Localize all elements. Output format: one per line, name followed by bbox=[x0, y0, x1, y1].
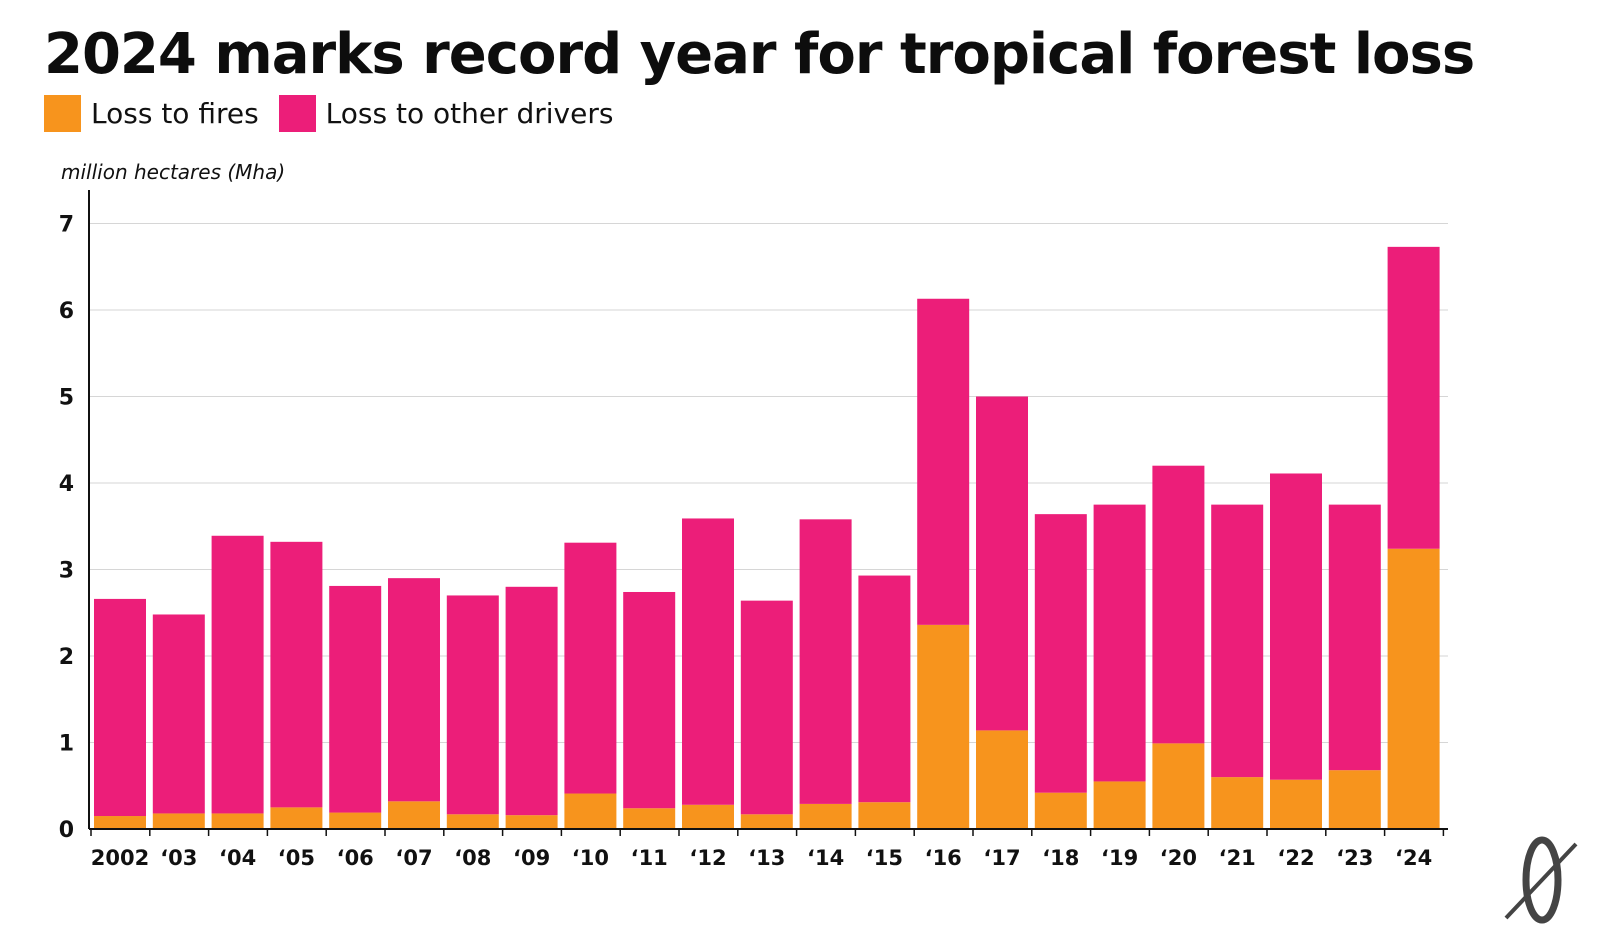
bar-segment-other-drivers bbox=[917, 298, 970, 625]
y-tick-label: 1 bbox=[59, 732, 74, 757]
x-tick-label: ‘22 bbox=[1277, 846, 1314, 870]
chart-title: 2024 marks record year for tropical fore… bbox=[44, 22, 1475, 87]
bar-segment-other-drivers bbox=[799, 519, 852, 804]
x-tick-label: ‘10 bbox=[572, 846, 609, 870]
bar-segment-other-drivers bbox=[858, 575, 911, 803]
x-tick-label: ‘17 bbox=[983, 846, 1020, 870]
bar-segment-fires bbox=[1152, 743, 1205, 829]
bar-segment-fires bbox=[152, 813, 205, 829]
bar-segment-fires bbox=[623, 808, 676, 829]
bar-segment-other-drivers bbox=[1034, 514, 1087, 793]
x-tick-label: ‘13 bbox=[748, 846, 785, 870]
x-tick-label: ‘08 bbox=[454, 846, 491, 870]
bar-segment-other-drivers bbox=[1328, 504, 1381, 771]
bar-segment-fires bbox=[505, 815, 558, 829]
bar-segment-other-drivers bbox=[94, 598, 146, 817]
legend-label-other-drivers: Loss to other drivers bbox=[325, 97, 614, 130]
x-tick-label: ‘11 bbox=[631, 846, 668, 870]
bar-segment-fires bbox=[1093, 781, 1146, 829]
bar-segment-other-drivers bbox=[623, 591, 676, 809]
bar-segment-fires bbox=[682, 804, 734, 829]
bar-segment-fires bbox=[1034, 792, 1087, 829]
bar-segment-fires bbox=[1211, 777, 1264, 829]
bar-segment-other-drivers bbox=[388, 578, 440, 802]
x-tick-label: ‘24 bbox=[1395, 846, 1432, 870]
bar-segment-other-drivers bbox=[1211, 504, 1264, 778]
x-tick-label: ‘21 bbox=[1219, 846, 1256, 870]
chart-legend: Loss to fires Loss to other drivers bbox=[44, 95, 633, 132]
legend-item-other-drivers: Loss to other drivers bbox=[278, 95, 614, 132]
x-tick-label: ‘05 bbox=[278, 846, 315, 870]
bar-segment-other-drivers bbox=[1152, 465, 1205, 744]
x-tick-label: ‘16 bbox=[925, 846, 962, 870]
bar-segment-fires bbox=[917, 624, 970, 829]
x-tick-label: ‘07 bbox=[395, 846, 432, 870]
x-tick-label: ‘23 bbox=[1336, 846, 1373, 870]
x-tick-label: ‘18 bbox=[1042, 846, 1079, 870]
bar-segment-fires bbox=[1270, 779, 1322, 829]
bar-segment-other-drivers bbox=[446, 595, 499, 815]
x-tick-label: 2002 bbox=[91, 846, 149, 870]
bar-segment-fires bbox=[740, 814, 793, 829]
x-tick-label: ‘20 bbox=[1160, 846, 1197, 870]
bar-segment-other-drivers bbox=[211, 535, 264, 814]
bar-segment-other-drivers bbox=[152, 614, 205, 814]
bar-segment-other-drivers bbox=[270, 541, 323, 808]
x-tick-label: ‘15 bbox=[866, 846, 903, 870]
x-tick-label: ‘14 bbox=[807, 846, 844, 870]
x-tick-label: ‘19 bbox=[1101, 846, 1138, 870]
x-tick-label: ‘06 bbox=[337, 846, 374, 870]
x-tick-label: ‘12 bbox=[689, 846, 726, 870]
bar-segment-other-drivers bbox=[1093, 504, 1146, 782]
bar-segment-other-drivers bbox=[1270, 473, 1322, 780]
bar-segment-other-drivers bbox=[976, 396, 1028, 731]
bar-segment-fires bbox=[211, 813, 264, 829]
legend-item-fires: Loss to fires bbox=[44, 95, 259, 132]
bar-segment-fires bbox=[388, 801, 440, 829]
y-tick-label: 4 bbox=[59, 472, 74, 497]
bar-segment-fires bbox=[270, 807, 323, 829]
legend-label-fires: Loss to fires bbox=[91, 97, 259, 130]
bar-segment-other-drivers bbox=[1387, 246, 1440, 549]
bar-segment-fires bbox=[446, 814, 499, 829]
bar-segment-fires bbox=[1328, 770, 1381, 829]
y-tick-label: 0 bbox=[59, 818, 74, 843]
y-tick-label: 7 bbox=[59, 213, 74, 238]
bar-segment-other-drivers bbox=[329, 585, 382, 813]
bar-segment-fires bbox=[94, 816, 146, 829]
x-tick-label: ‘03 bbox=[160, 846, 197, 870]
bar-segment-fires bbox=[976, 730, 1028, 829]
y-tick-label: 6 bbox=[59, 299, 74, 324]
legend-swatch-other-drivers bbox=[278, 95, 316, 132]
legend-swatch-fires bbox=[44, 95, 81, 132]
y-tick-label: 2 bbox=[59, 645, 74, 670]
bar-segment-fires bbox=[858, 802, 911, 829]
bar-segment-other-drivers bbox=[564, 542, 617, 794]
bar-segment-fires bbox=[564, 793, 617, 829]
y-tick-label: 5 bbox=[59, 386, 74, 411]
y-axis-unit-label: million hectares (Mha) bbox=[61, 160, 286, 184]
bar-segment-other-drivers bbox=[505, 586, 558, 816]
bar-segment-other-drivers bbox=[682, 518, 734, 805]
bar-segment-fires bbox=[329, 812, 382, 829]
bar-segment-fires bbox=[799, 803, 852, 829]
x-tick-label: ‘04 bbox=[219, 846, 256, 870]
x-tick-label: ‘09 bbox=[513, 846, 550, 870]
bar-segment-fires bbox=[1387, 548, 1440, 829]
publisher-logo-icon bbox=[1504, 836, 1578, 924]
bar-segment-other-drivers bbox=[740, 600, 793, 815]
y-tick-label: 3 bbox=[59, 559, 74, 584]
